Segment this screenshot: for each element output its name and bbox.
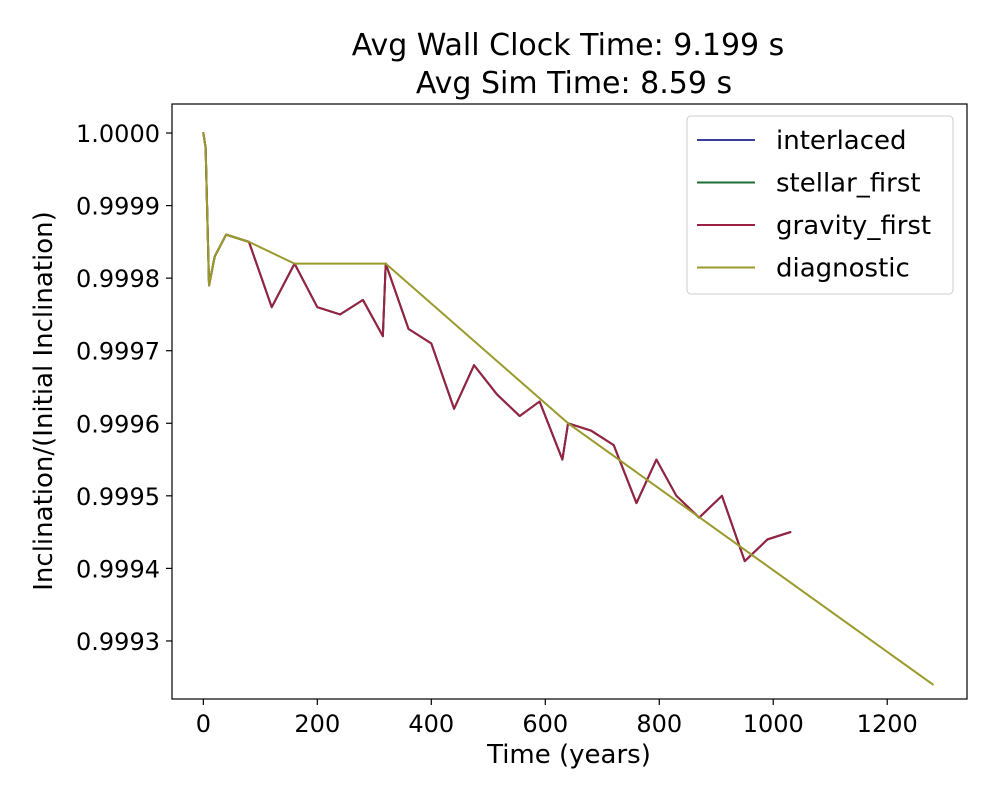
chart-title: Avg Wall Clock Time: 9.199 s Avg Sim Tim… xyxy=(352,28,785,101)
plot-area-frame xyxy=(171,103,968,700)
y-axis-label: Inclination/(Initial Inclination) xyxy=(29,211,59,590)
x-tick-label: 1000 xyxy=(743,710,804,738)
x-tick-label: 200 xyxy=(294,710,340,738)
legend-label-diagnostic: diagnostic xyxy=(776,254,910,284)
x-axis-label: Time (years) xyxy=(486,740,651,770)
y-tick-label: 0.9995 xyxy=(76,483,160,511)
y-tick-label: 0.9993 xyxy=(76,628,160,656)
y-tick-label: 0.9994 xyxy=(76,555,160,583)
x-tick-label: 1200 xyxy=(857,710,918,738)
chart-title-line-1: Avg Wall Clock Time: 9.199 s xyxy=(352,28,785,63)
legend-label-gravity-first: gravity_first xyxy=(776,211,931,241)
x-tick-label: 800 xyxy=(636,710,682,738)
legend: interlaced stellar_first gravity_firstdiag… xyxy=(686,115,954,295)
y-tick-label: 0.9998 xyxy=(76,265,160,293)
y-tick-label: 0.9996 xyxy=(76,410,160,438)
y-tick-label: 0.9999 xyxy=(76,193,160,221)
x-tick-label: 600 xyxy=(522,710,568,738)
x-axis-ticks: 0 200 400 600 800 1000 1200 xyxy=(196,699,918,738)
series-line-diagnostic xyxy=(202,132,934,686)
y-axis-ticks: 0.9993 0.9994 0.9995 0.9996 0.9997 0.9998 0.99… xyxy=(76,120,172,656)
legend-label-interlaced: interlaced xyxy=(776,126,907,156)
x-tick-label: 0 xyxy=(196,710,211,738)
plot-series xyxy=(202,132,934,686)
x-tick-label: 400 xyxy=(408,710,454,738)
legend-label-stellar-first: stellar_first xyxy=(776,169,921,199)
y-tick-label: 1.0000 xyxy=(76,120,160,148)
chart-title-line-2: Avg Sim Time: 8.59 s xyxy=(416,66,732,101)
legend-items: interlaced stellar_first gravity_firstdiag… xyxy=(697,126,931,284)
y-tick-label: 0.9997 xyxy=(76,338,160,366)
series-line-gravity-first xyxy=(202,132,792,563)
legend-box xyxy=(686,115,954,295)
